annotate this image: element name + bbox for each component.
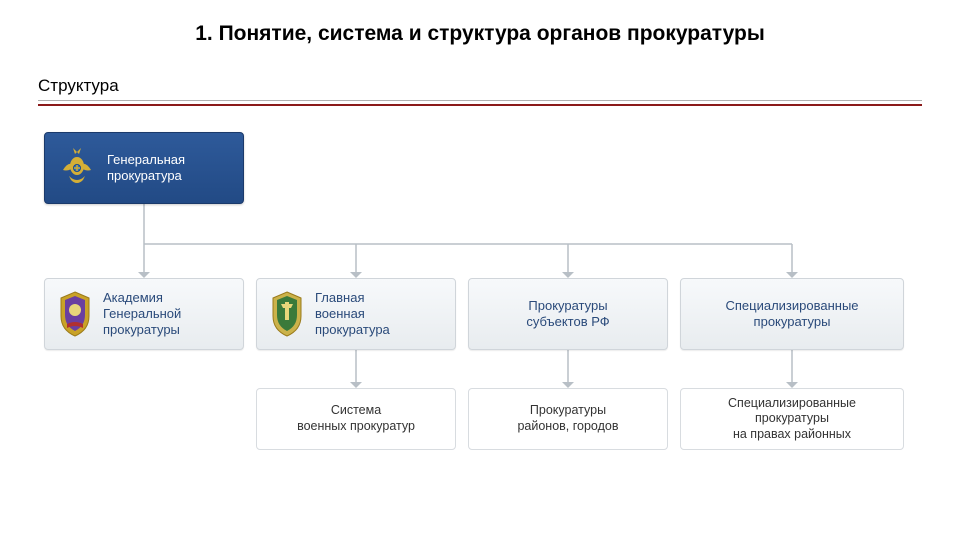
node-subjects: Прокуратурысубъектов РФ xyxy=(468,278,668,350)
node-military_main: Главнаявоеннаяпрокуратура xyxy=(256,278,456,350)
node-academy-label: АкадемияГенеральнойпрокуратуры xyxy=(103,290,233,339)
node-general-prosecutor-label: Генеральнаяпрокуратура xyxy=(107,152,233,185)
node-mil_system-label: Системавоенных прокуратур xyxy=(267,403,445,434)
node-mil_system: Системавоенных прокуратур xyxy=(256,388,456,450)
page-title: 1. Понятие, система и структура органов … xyxy=(0,22,960,46)
node-specialized-label: Специализированныепрокуратуры xyxy=(691,298,893,331)
node-spec_district: Специализированныепрокуратурына правах р… xyxy=(680,388,904,450)
divider-thick xyxy=(38,104,922,106)
academy-badge-icon xyxy=(55,290,95,338)
node-district_city: Прокуратурырайонов, городов xyxy=(468,388,668,450)
node-military_main-label: Главнаявоеннаяпрокуратура xyxy=(315,290,445,339)
node-general-prosecutor: Генеральнаяпрокуратура xyxy=(44,132,244,204)
node-specialized: Специализированныепрокуратуры xyxy=(680,278,904,350)
eagle-emblem-icon xyxy=(55,146,99,190)
divider-thin xyxy=(38,100,922,101)
section-subtitle: Структура xyxy=(38,76,119,96)
node-academy: АкадемияГенеральнойпрокуратуры xyxy=(44,278,244,350)
connector-layer xyxy=(0,0,960,540)
military-shield-icon xyxy=(267,290,307,338)
node-district_city-label: Прокуратурырайонов, городов xyxy=(479,403,657,434)
node-spec_district-label: Специализированныепрокуратурына правах р… xyxy=(691,396,893,443)
node-subjects-label: Прокуратурысубъектов РФ xyxy=(479,298,657,331)
